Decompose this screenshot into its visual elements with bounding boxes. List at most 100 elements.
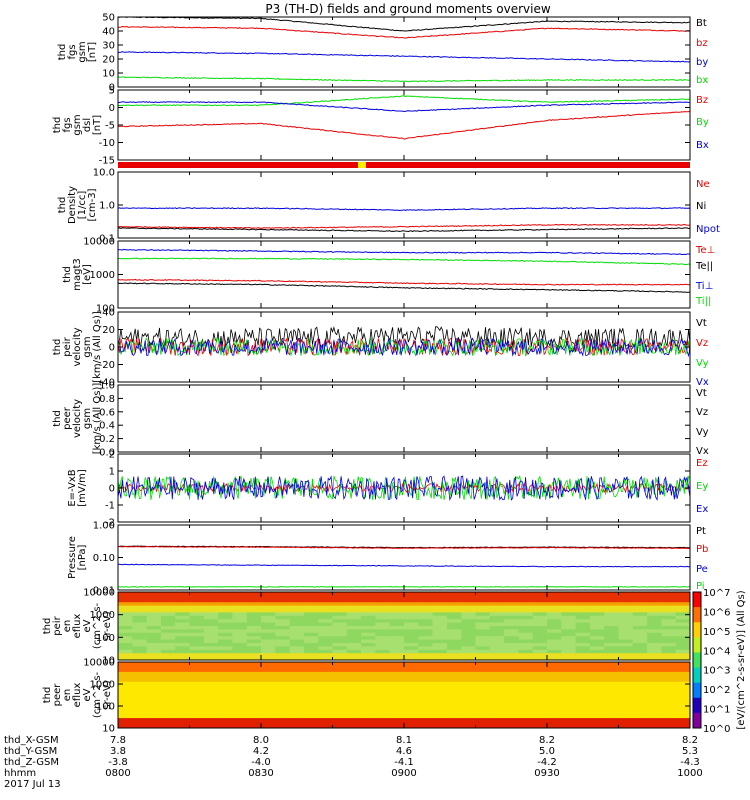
heatmap-cell bbox=[518, 675, 534, 679]
legend-label: Ex bbox=[696, 504, 708, 515]
heatmap-cell bbox=[561, 704, 577, 709]
heatmap-cell bbox=[218, 665, 233, 670]
heatmap-cell bbox=[203, 605, 219, 610]
heatmap-cell bbox=[146, 592, 162, 596]
footer-value-x: 7.8 bbox=[110, 735, 126, 746]
heatmap-cell bbox=[375, 626, 391, 630]
heatmap-cell bbox=[332, 691, 348, 696]
heatmap-cell bbox=[203, 662, 219, 666]
heatmap-cell bbox=[547, 646, 562, 651]
heatmap-cell bbox=[518, 632, 534, 637]
heatmap-cell bbox=[661, 675, 677, 679]
y-axis-label-line: sr-eV) bbox=[102, 611, 113, 640]
heatmap-cell bbox=[504, 698, 519, 703]
heatmap-cell bbox=[132, 708, 148, 712]
heatmap-cell bbox=[375, 653, 391, 658]
heatmap-cell bbox=[647, 691, 662, 696]
y-tick-label: 10 bbox=[102, 656, 115, 667]
heatmap-cell bbox=[132, 691, 148, 696]
heatmap-cell bbox=[246, 711, 262, 716]
heatmap-cell bbox=[504, 612, 519, 617]
heatmap-cell bbox=[332, 602, 348, 607]
footer-value-x: 8.2 bbox=[682, 735, 698, 746]
heatmap-cell bbox=[489, 649, 505, 654]
heatmap-cell bbox=[561, 622, 577, 627]
heatmap-cell bbox=[346, 701, 362, 706]
heatmap-cell bbox=[589, 665, 605, 670]
heatmap-cell bbox=[675, 665, 691, 670]
heatmap-cell bbox=[418, 646, 434, 651]
legend-label: By bbox=[696, 117, 709, 128]
heatmap-cell bbox=[232, 639, 248, 644]
heatmap-cell bbox=[632, 629, 648, 634]
heatmap-cell bbox=[218, 671, 233, 676]
heatmap-cell bbox=[518, 698, 534, 703]
heatmap-cell bbox=[275, 656, 291, 661]
heatmap-cell bbox=[432, 695, 448, 699]
heatmap-cell bbox=[632, 668, 648, 673]
heatmap-cell bbox=[504, 681, 519, 686]
heatmap-cell bbox=[303, 668, 319, 673]
heatmap-cell bbox=[289, 691, 305, 696]
heatmap-cell bbox=[160, 704, 176, 709]
heatmap-cell bbox=[246, 704, 262, 709]
heatmap-cell bbox=[489, 656, 505, 661]
heatmap-cell bbox=[261, 681, 276, 686]
heatmap-cell bbox=[475, 714, 491, 719]
heatmap-cell bbox=[275, 646, 291, 651]
heatmap-cell bbox=[218, 721, 233, 726]
series-line-Ti⊥ bbox=[117, 248, 691, 256]
heatmap-cell bbox=[175, 619, 190, 624]
heatmap-cell bbox=[232, 609, 248, 613]
heatmap-cell bbox=[275, 639, 291, 644]
footer-row-label: thd_Y-GSM bbox=[4, 746, 57, 757]
heatmap-cell bbox=[275, 708, 291, 712]
heatmap-cell bbox=[432, 718, 448, 722]
heatmap-cell bbox=[432, 639, 448, 644]
heatmap-cell bbox=[332, 714, 348, 719]
heatmap-cell bbox=[318, 619, 333, 624]
heatmap-cell bbox=[589, 681, 605, 686]
heatmap-cell bbox=[132, 724, 148, 729]
heatmap-cell bbox=[132, 609, 148, 613]
heatmap-cell bbox=[561, 595, 577, 600]
heatmap-cell bbox=[289, 704, 305, 709]
heatmap-cell bbox=[189, 708, 205, 712]
heatmap-cell bbox=[232, 592, 248, 596]
heatmap-cell bbox=[175, 685, 190, 689]
heatmap-cell bbox=[132, 701, 148, 706]
heatmap-cell bbox=[504, 678, 519, 683]
heatmap-cell bbox=[375, 688, 391, 693]
heatmap-cell bbox=[575, 704, 591, 709]
heatmap-cell bbox=[575, 675, 591, 679]
heatmap-cell bbox=[218, 714, 233, 719]
heatmap-cell bbox=[632, 688, 648, 693]
heatmap-cell bbox=[518, 643, 534, 647]
heatmap-cell bbox=[604, 678, 619, 683]
heatmap-cell bbox=[632, 704, 648, 709]
heatmap-cell bbox=[346, 619, 362, 624]
heatmap-cell bbox=[418, 681, 434, 686]
heatmap-cell bbox=[160, 685, 176, 689]
heatmap-cell bbox=[618, 602, 634, 607]
footer-value-hhmm: 0900 bbox=[391, 768, 416, 779]
y-axis-label-line: gsm bbox=[77, 41, 88, 62]
heatmap-cell bbox=[647, 639, 662, 644]
heatmap-cell bbox=[532, 675, 548, 679]
heatmap-cell bbox=[604, 675, 619, 679]
heatmap-cell bbox=[632, 681, 648, 686]
heatmap-cell bbox=[118, 653, 133, 658]
heatmap-cell bbox=[246, 592, 262, 596]
heatmap-cell bbox=[218, 649, 233, 654]
heatmap-cell bbox=[303, 711, 319, 716]
heatmap-cell bbox=[547, 711, 562, 716]
heatmap-cell bbox=[632, 615, 648, 620]
heatmap-cell bbox=[475, 639, 491, 644]
heatmap-cell bbox=[489, 609, 505, 613]
heatmap-cell bbox=[432, 681, 448, 686]
y-axis-label: thdpeirenefluxeV(cm^2-s-sr-eV) bbox=[42, 602, 113, 649]
heatmap-cell bbox=[175, 656, 190, 661]
heatmap-cell bbox=[160, 615, 176, 620]
heatmap-cell bbox=[561, 691, 577, 696]
heatmap-cell bbox=[218, 595, 233, 600]
